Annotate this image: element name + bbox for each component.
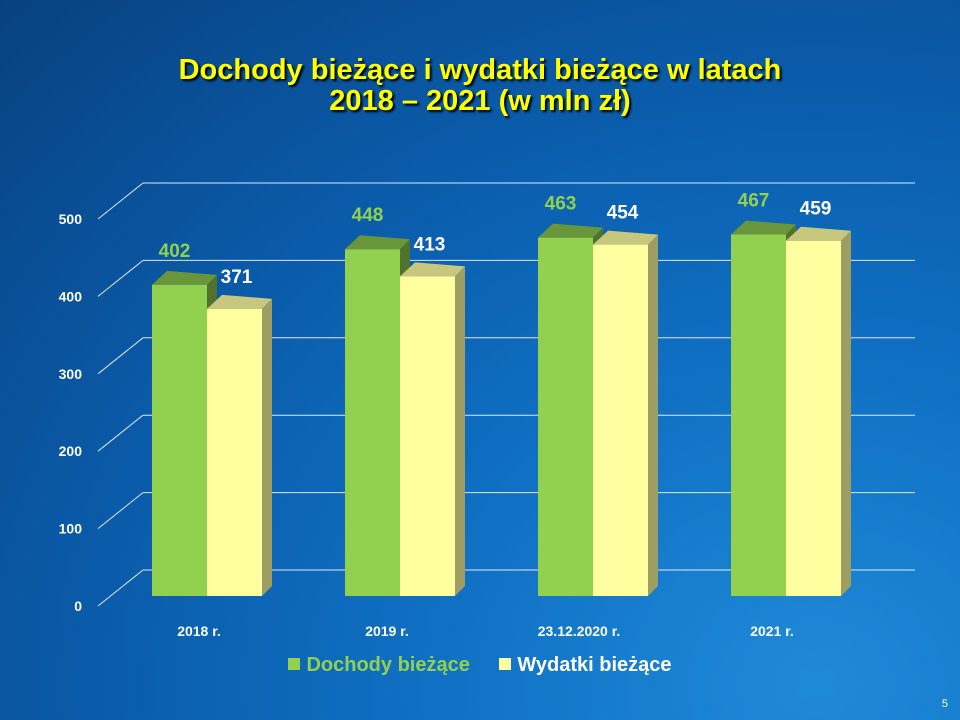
bar-0-2 [538, 237, 593, 596]
bar-top-0-3 [731, 220, 796, 235]
data-label-0-2: 463 [545, 194, 577, 215]
grid-diagonal [97, 414, 144, 452]
bar-1-2 [593, 244, 648, 596]
y-tick-label: 500 [59, 211, 83, 227]
chart-legend: Dochody bieżące Wydatki bieżące [0, 654, 960, 677]
grid-diagonal [97, 182, 144, 220]
x-tick-label: 23.12.2020 r. [538, 623, 621, 639]
bar-top-0-0 [152, 270, 217, 285]
legend-item-dochody: Dochody bieżące [288, 654, 470, 677]
y-tick-label: 400 [59, 288, 83, 304]
bar-0-0 [152, 284, 207, 596]
bar-side-1-0 [262, 298, 272, 596]
data-label-1-2: 454 [607, 203, 639, 224]
bar-1-3 [786, 240, 841, 596]
chart-title-line2: 2018 – 2021 (w mln zł) [329, 85, 631, 117]
bar-0-3 [731, 234, 786, 597]
bar-top-0-1 [345, 235, 410, 250]
bar-side-1-1 [455, 266, 465, 596]
grid-diagonal [97, 569, 144, 607]
data-label-0-0: 402 [159, 241, 191, 262]
legend-label-wydatki: Wydatki bieżące [517, 654, 672, 676]
data-label-0-1: 448 [352, 205, 384, 226]
bar-side-1-2 [648, 234, 658, 596]
bar-top-1-3 [786, 226, 851, 241]
y-tick-label: 0 [74, 598, 82, 614]
bar-top-1-1 [400, 262, 465, 277]
data-label-1-0: 371 [221, 267, 253, 288]
y-tick-label: 100 [59, 521, 83, 537]
bar-top-0-2 [538, 223, 603, 238]
x-tick-label: 2019 r. [365, 623, 409, 639]
grid-diagonal [97, 492, 144, 529]
bar-side-1-3 [841, 230, 851, 596]
data-label-1-3: 459 [800, 199, 832, 220]
bar-top-1-0 [207, 294, 272, 309]
bar-top-1-2 [593, 230, 658, 245]
y-tick-label: 200 [59, 443, 83, 459]
legend-item-wydatki: Wydatki bieżące [499, 654, 672, 677]
bar-0-1 [345, 249, 400, 597]
chart-title-line1: Dochody bieżące i wydatki bieżące w lata… [178, 54, 782, 86]
data-label-1-1: 413 [414, 234, 446, 255]
grid-diagonal [97, 337, 144, 375]
y-tick-label: 300 [59, 366, 83, 382]
slide-number: 5 [941, 698, 948, 710]
legend-label-dochody: Dochody bieżące [306, 654, 470, 676]
data-label-0-3: 467 [738, 191, 770, 212]
chart-title: Dochody bieżące i wydatki bieżące w lata… [0, 55, 960, 117]
legend-swatch-dochody [288, 658, 301, 670]
grid-diagonal [97, 260, 144, 297]
legend-swatch-wydatki [499, 658, 512, 670]
bar-1-1 [400, 276, 455, 596]
x-tick-label: 2018 r. [177, 623, 221, 639]
bar-1-0 [207, 308, 262, 596]
x-tick-label: 2021 r. [750, 623, 794, 639]
